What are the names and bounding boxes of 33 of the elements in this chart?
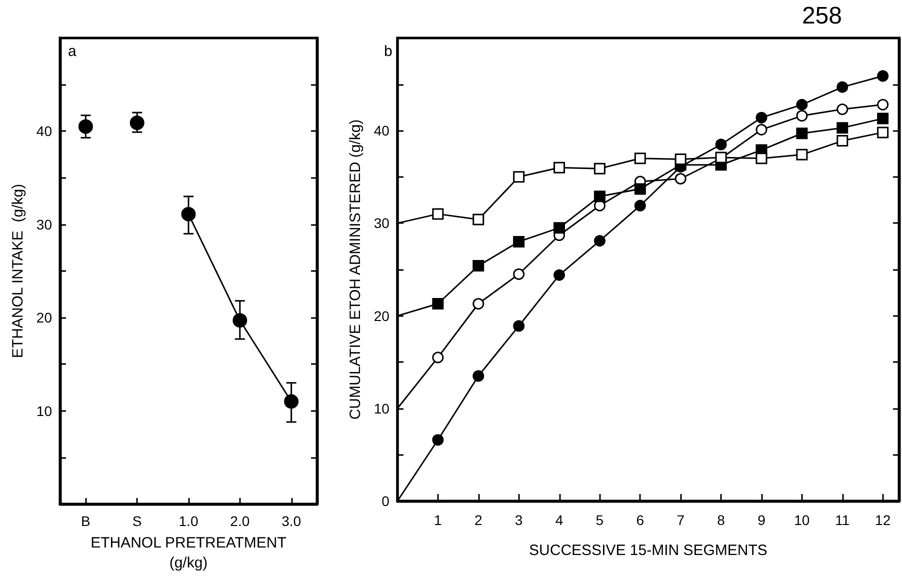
x-tick-label: 1 [434, 512, 442, 528]
y-tick-label: 0 [382, 493, 390, 509]
x-tick-label: B [81, 513, 90, 529]
y-tick-label: 10 [374, 400, 390, 416]
y-tick-label: 20 [36, 310, 52, 326]
text: b [384, 43, 392, 60]
y-axis-title: CUMULATIVE ETOH ADMINISTERED (g/kg) [347, 119, 364, 420]
x-tick-label: S [132, 513, 142, 529]
y-tick-label: 20 [374, 308, 390, 324]
x-tick-label: 7 [676, 512, 685, 528]
x-axis-title: SUCCESSIVE 15-MIN SEGMENTS [529, 542, 768, 559]
x-tick-label: 11 [835, 512, 850, 528]
text: 258 [802, 2, 842, 30]
x-tick-label: 3.0 [282, 513, 302, 529]
annotation: a [68, 43, 77, 60]
x-tick-label: 3 [514, 512, 523, 528]
x-tick-label: 6 [636, 512, 644, 528]
x-tick-label: 1.0 [178, 513, 198, 529]
x-tick-label: 10 [794, 512, 810, 528]
x-tick-label: 2.0 [230, 513, 250, 529]
x-tick-label: 2 [474, 512, 482, 528]
y-tick-label: 30 [36, 216, 52, 232]
x-axis-title: ETHANOL PRETREATMENT (g/kg) [90, 534, 286, 572]
y-axis-title: ETHANOL INTAKE (g/kg) [10, 184, 27, 358]
y-tick-label: 40 [36, 123, 52, 140]
y-tick-label: 30 [374, 215, 390, 232]
y-tick-label: 10 [36, 402, 52, 419]
x-tick-label: 4 [555, 512, 564, 528]
x-tick-label: 9 [758, 512, 766, 528]
x-tick-label: 5 [596, 512, 604, 528]
x-tick-label: 8 [717, 512, 726, 528]
y-tick-label: 40 [374, 122, 390, 139]
x-tick-label: 12 [875, 512, 891, 528]
